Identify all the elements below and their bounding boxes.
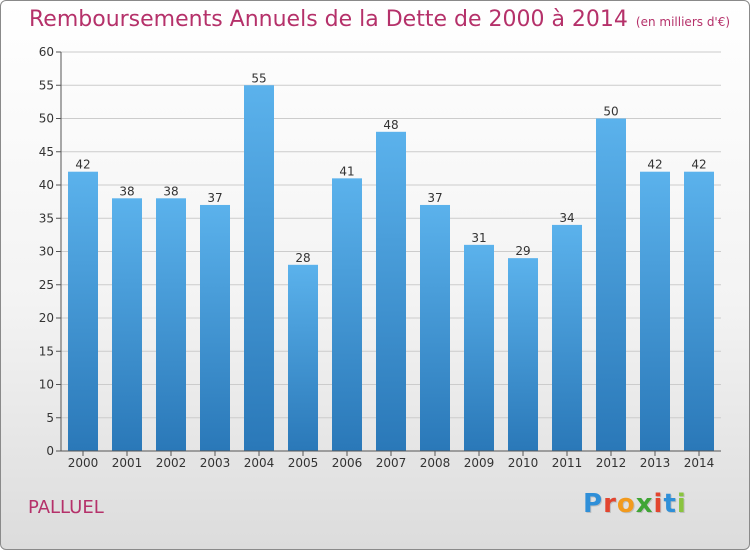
logo-letter: o — [616, 489, 636, 519]
chart-subtitle: (en milliers d'€) — [635, 15, 731, 29]
y-tick-label: 5 — [46, 411, 54, 425]
bar-value-label: 38 — [163, 184, 178, 198]
y-tick-label: 20 — [39, 311, 54, 325]
bar — [596, 118, 626, 451]
commune-name: PALLUEL — [28, 497, 104, 518]
x-tick-label: 2012 — [596, 456, 627, 470]
bar-value-label: 42 — [691, 158, 706, 172]
x-tick-label: 2007 — [376, 456, 407, 470]
logo-letter: i — [653, 489, 664, 519]
bar-value-label: 37 — [207, 191, 222, 205]
y-tick-label: 15 — [39, 344, 54, 358]
bar-value-label: 31 — [471, 231, 486, 245]
bar — [156, 198, 186, 451]
y-tick-label: 35 — [39, 211, 54, 225]
title-text: Remboursements Annuels de la Dette de 20… — [29, 7, 628, 32]
axes: 0 5 10 15 20 25 30 35 40 45 50 55 60 — [39, 45, 721, 458]
bar — [112, 198, 142, 451]
x-tick-label: 2001 — [112, 456, 143, 470]
y-tick-label: 55 — [39, 78, 54, 92]
bar — [684, 171, 714, 451]
y-tick-label: 25 — [39, 278, 54, 292]
bar-value-label: 37 — [427, 191, 442, 205]
chart-title: Remboursements Annuels de la Dette de 20… — [29, 7, 730, 32]
bar-value-label: 50 — [603, 105, 618, 119]
bar — [288, 264, 318, 451]
x-tick-label: 2004 — [244, 456, 275, 470]
bar — [552, 224, 582, 451]
bar-value-label: 42 — [647, 158, 662, 172]
x-tick-label: 2008 — [420, 456, 451, 470]
x-tick-label: 2000 — [68, 456, 99, 470]
bar — [508, 258, 538, 451]
bars — [68, 85, 714, 452]
logo-letter: i — [676, 489, 687, 519]
bar-value-label: 34 — [559, 211, 574, 225]
bar — [332, 178, 362, 451]
x-tick-label: 2006 — [332, 456, 363, 470]
y-tick-label: 50 — [39, 112, 54, 126]
y-tick-label: 30 — [39, 245, 54, 259]
logo-letter: r — [603, 489, 617, 519]
x-tick-label: 2005 — [288, 456, 319, 470]
logo-letter: t — [663, 489, 677, 519]
y-tick-label: 0 — [46, 444, 54, 458]
bar — [244, 85, 274, 451]
logo-letter: x — [635, 489, 654, 519]
x-tick-label: 2010 — [508, 456, 539, 470]
bar — [464, 244, 494, 451]
bar — [420, 204, 450, 451]
bar-value-label: 28 — [295, 251, 310, 265]
x-tick-label: 2009 — [464, 456, 495, 470]
labels: 42 2000 38 2001 38 2002 37 2003 55 2004 28 2005 41 20… — [68, 71, 715, 470]
bar-value-label: 48 — [383, 118, 398, 132]
x-tick-label: 2003 — [200, 456, 231, 470]
bar — [68, 171, 98, 451]
logo-letter: P — [583, 489, 604, 519]
bar-value-label: 42 — [75, 158, 90, 172]
proxiti-logo: Proxiti — [583, 489, 687, 519]
x-tick-label: 2014 — [684, 456, 715, 470]
bar — [640, 171, 670, 451]
bar-value-label: 29 — [515, 244, 530, 258]
bar-value-label: 41 — [339, 164, 354, 178]
y-tick-label: 45 — [39, 145, 54, 159]
bar — [376, 131, 406, 452]
y-tick-label: 10 — [39, 378, 54, 392]
bar-value-label: 38 — [119, 184, 134, 198]
x-tick-label: 2013 — [640, 456, 671, 470]
y-tick-label: 40 — [39, 178, 54, 192]
x-tick-label: 2002 — [156, 456, 187, 470]
y-tick-label: 60 — [39, 45, 54, 59]
bar-value-label: 55 — [251, 71, 266, 85]
x-tick-label: 2011 — [552, 456, 583, 470]
bar — [200, 204, 230, 451]
